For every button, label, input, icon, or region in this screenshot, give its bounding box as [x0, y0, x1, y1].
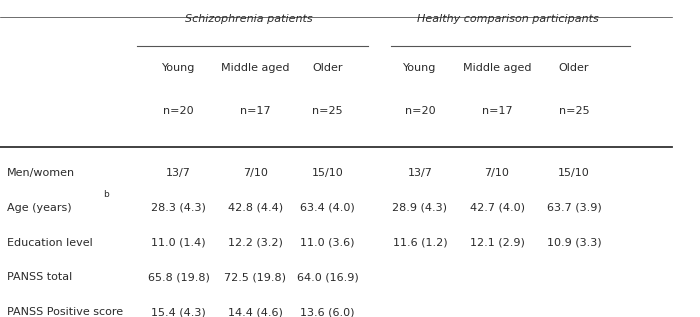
- Text: n=17: n=17: [482, 106, 512, 116]
- Text: Education level: Education level: [7, 237, 92, 248]
- Text: 11.0 (3.6): 11.0 (3.6): [300, 237, 355, 248]
- Text: n=25: n=25: [559, 106, 589, 116]
- Text: 15.4 (4.3): 15.4 (4.3): [151, 307, 206, 317]
- Text: Middle aged: Middle aged: [463, 63, 531, 74]
- Text: Young: Young: [162, 63, 195, 74]
- Text: Older: Older: [559, 63, 589, 74]
- Text: 42.7 (4.0): 42.7 (4.0): [470, 203, 524, 213]
- Text: n=20: n=20: [163, 106, 194, 116]
- Text: n=25: n=25: [312, 106, 343, 116]
- Text: 12.2 (3.2): 12.2 (3.2): [228, 237, 283, 248]
- Text: 28.9 (4.3): 28.9 (4.3): [393, 203, 447, 213]
- Text: 65.8 (19.8): 65.8 (19.8): [148, 272, 209, 282]
- Text: 42.8 (4.4): 42.8 (4.4): [228, 203, 283, 213]
- Text: 7/10: 7/10: [243, 168, 268, 178]
- Text: Healthy comparison participants: Healthy comparison participants: [416, 14, 598, 24]
- Text: Men/women: Men/women: [7, 168, 75, 178]
- Text: 13/7: 13/7: [166, 168, 191, 178]
- Text: 63.7 (3.9): 63.7 (3.9): [547, 203, 601, 213]
- Text: n=20: n=20: [405, 106, 435, 116]
- Text: 10.9 (3.3): 10.9 (3.3): [547, 237, 601, 248]
- Text: 13.6 (6.0): 13.6 (6.0): [300, 307, 355, 317]
- Text: 12.1 (2.9): 12.1 (2.9): [470, 237, 524, 248]
- Text: Young: Young: [403, 63, 437, 74]
- Text: b: b: [104, 190, 109, 199]
- Text: PANSS Positive score: PANSS Positive score: [7, 307, 123, 317]
- Text: 72.5 (19.8): 72.5 (19.8): [225, 272, 286, 282]
- Text: 13/7: 13/7: [407, 168, 433, 178]
- Text: PANSS total: PANSS total: [7, 272, 72, 282]
- Text: 15/10: 15/10: [312, 168, 344, 178]
- Text: n=17: n=17: [240, 106, 271, 116]
- Text: 11.6 (1.2): 11.6 (1.2): [393, 237, 447, 248]
- Text: Age (years): Age (years): [7, 203, 75, 213]
- Text: 7/10: 7/10: [484, 168, 510, 178]
- Text: 15/10: 15/10: [558, 168, 590, 178]
- Text: 63.4 (4.0): 63.4 (4.0): [300, 203, 355, 213]
- Text: Older: Older: [312, 63, 343, 74]
- Text: 64.0 (16.9): 64.0 (16.9): [297, 272, 358, 282]
- Text: Schizophrenia patients: Schizophrenia patients: [185, 14, 312, 24]
- Text: 11.0 (1.4): 11.0 (1.4): [151, 237, 206, 248]
- Text: 28.3 (4.3): 28.3 (4.3): [151, 203, 206, 213]
- Text: Middle aged: Middle aged: [221, 63, 290, 74]
- Text: 14.4 (4.6): 14.4 (4.6): [228, 307, 283, 317]
